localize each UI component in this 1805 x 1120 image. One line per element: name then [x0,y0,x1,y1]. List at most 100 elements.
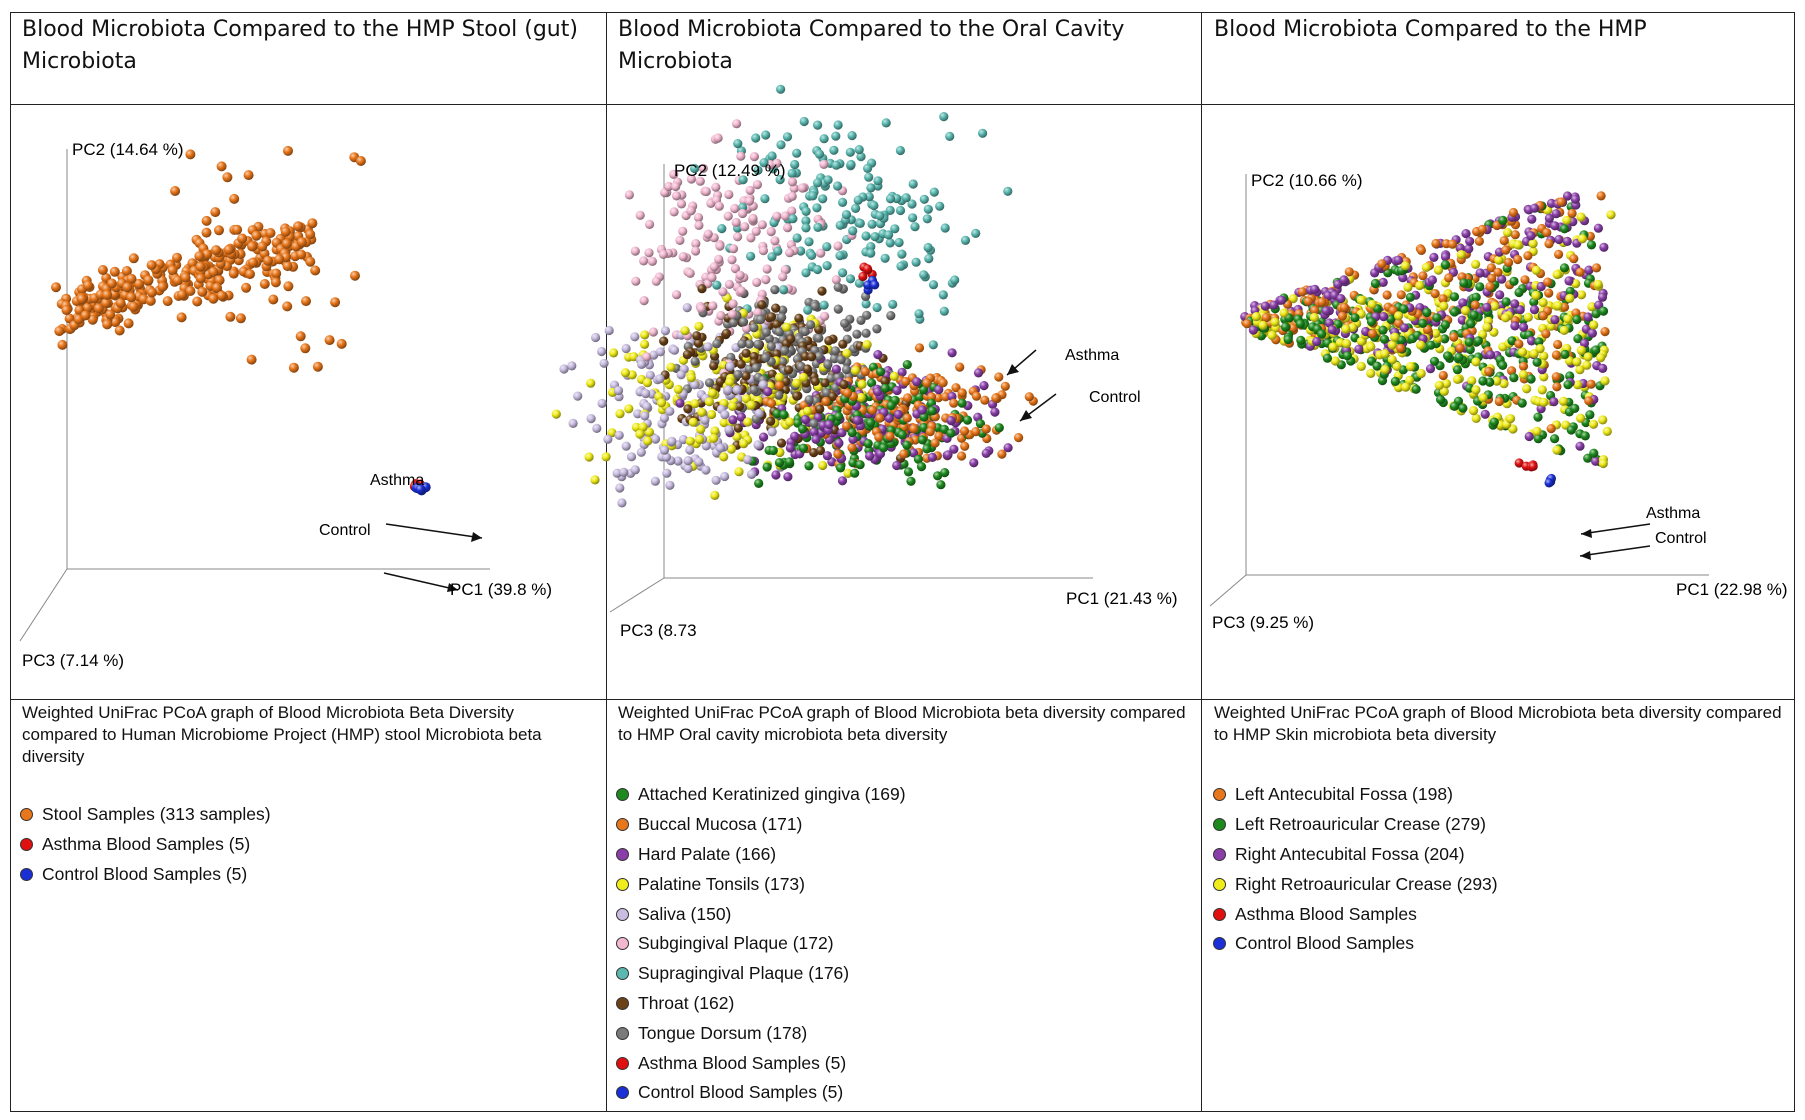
hard_palate-point [1562,191,1573,201]
attached-point [1573,334,1583,344]
hard_palate-point [1575,441,1585,451]
stool-point [1546,424,1556,434]
supragingival-point [890,224,900,234]
attached-point [902,440,912,450]
stool-point [336,338,347,349]
hard_palate-point [1321,306,1331,316]
stool-point [180,272,191,283]
throat-point [771,303,781,313]
buccal-point [875,413,885,423]
stool-point [282,261,293,272]
stool-point [271,268,282,279]
stool-point [293,221,304,232]
attached-point [1583,453,1593,463]
palatine-point [1539,397,1549,407]
throat-point [815,445,826,456]
palatine-point [1562,215,1572,225]
saliva-point [690,380,700,390]
attached-point [919,412,929,422]
stool-point [187,258,198,269]
tongue-point [856,315,866,325]
throat-point [810,376,820,386]
supragingival-point [940,223,950,233]
stool-point [1513,254,1523,265]
subgingival-point [749,152,759,162]
stool-point [225,311,236,322]
attached-point [1559,263,1570,273]
supragingival-point [895,145,905,156]
supragingival-point [922,214,932,224]
legend-swatch [616,967,629,981]
saliva-point [700,415,710,425]
stool-point [106,278,117,289]
hard_palate-point [1269,300,1279,310]
hard_palate-point [1583,312,1593,322]
hard_palate-point [973,368,984,378]
saliva-point [615,483,625,493]
stool-point [1551,372,1561,382]
attached-point [913,454,923,464]
legend-item: Control Blood Samples (5) [20,860,271,890]
attached-point [897,430,907,440]
stool-point [295,331,306,342]
saliva-point [676,370,686,380]
attached-point [1280,322,1291,332]
buccal-point [874,432,884,442]
tongue-point [778,357,788,367]
hard_palate-point [1527,214,1537,224]
palatine-point [782,322,792,332]
palatine-point [1400,261,1410,271]
asthma-arrowhead [1007,364,1019,375]
saliva-point [673,456,683,466]
subgingival-point [686,174,696,184]
throat-point [757,300,767,310]
supragingival-point [782,132,793,142]
tongue-point [872,324,882,334]
throat-point [815,404,825,414]
hard_palate-point [1515,305,1525,315]
palatine-point [644,427,654,437]
subgingival-point [819,159,829,169]
column-divider [606,13,607,1111]
tongue-point [804,395,814,405]
hard_palate-point [790,431,800,441]
palatine-point [1558,396,1568,406]
axis-label-pc1: PC1 (21.43 %) [1066,589,1178,608]
palatine-point [722,293,732,303]
supragingival-point [841,210,852,220]
attached-point [922,444,932,454]
supragingival-point [945,131,955,141]
legend-swatch [20,808,33,822]
palatine-point [1606,210,1616,220]
palatine-point [1416,340,1426,350]
supragingival-point [775,175,785,185]
axis-label-pc1: PC1 (39.8 %) [450,580,552,599]
subgingival-point [751,226,761,236]
palatine-point [620,368,630,378]
palatine-point [1453,374,1463,384]
hard_palate-point [1440,252,1451,262]
pcoa-plot-skin: Asthma Control PC2 (10.66 %) PC1 (22.98 … [1209,171,1788,632]
stool-point [1455,343,1465,353]
subgingival-point [714,201,724,211]
palatine-point [1499,379,1509,389]
supragingival-point [845,147,855,157]
saliva-point [720,471,730,482]
attached-point [917,435,927,445]
palatine-point [1559,325,1569,335]
stool-point [214,275,225,286]
hard_palate-point [990,407,1000,417]
attached-point [1422,307,1432,318]
attached-point [1449,401,1460,411]
attached-point [902,360,912,370]
stool-point [229,193,240,204]
palatine-point [685,436,695,446]
attached-point [1559,224,1570,234]
palatine-point [709,433,719,443]
palatine-point [725,377,735,387]
stool-point [121,266,132,276]
annotation-asthma: Asthma [1646,505,1700,522]
legend-item: Control Blood Samples [1213,929,1498,959]
hard_palate-point [873,350,883,360]
data-points [1240,191,1616,488]
